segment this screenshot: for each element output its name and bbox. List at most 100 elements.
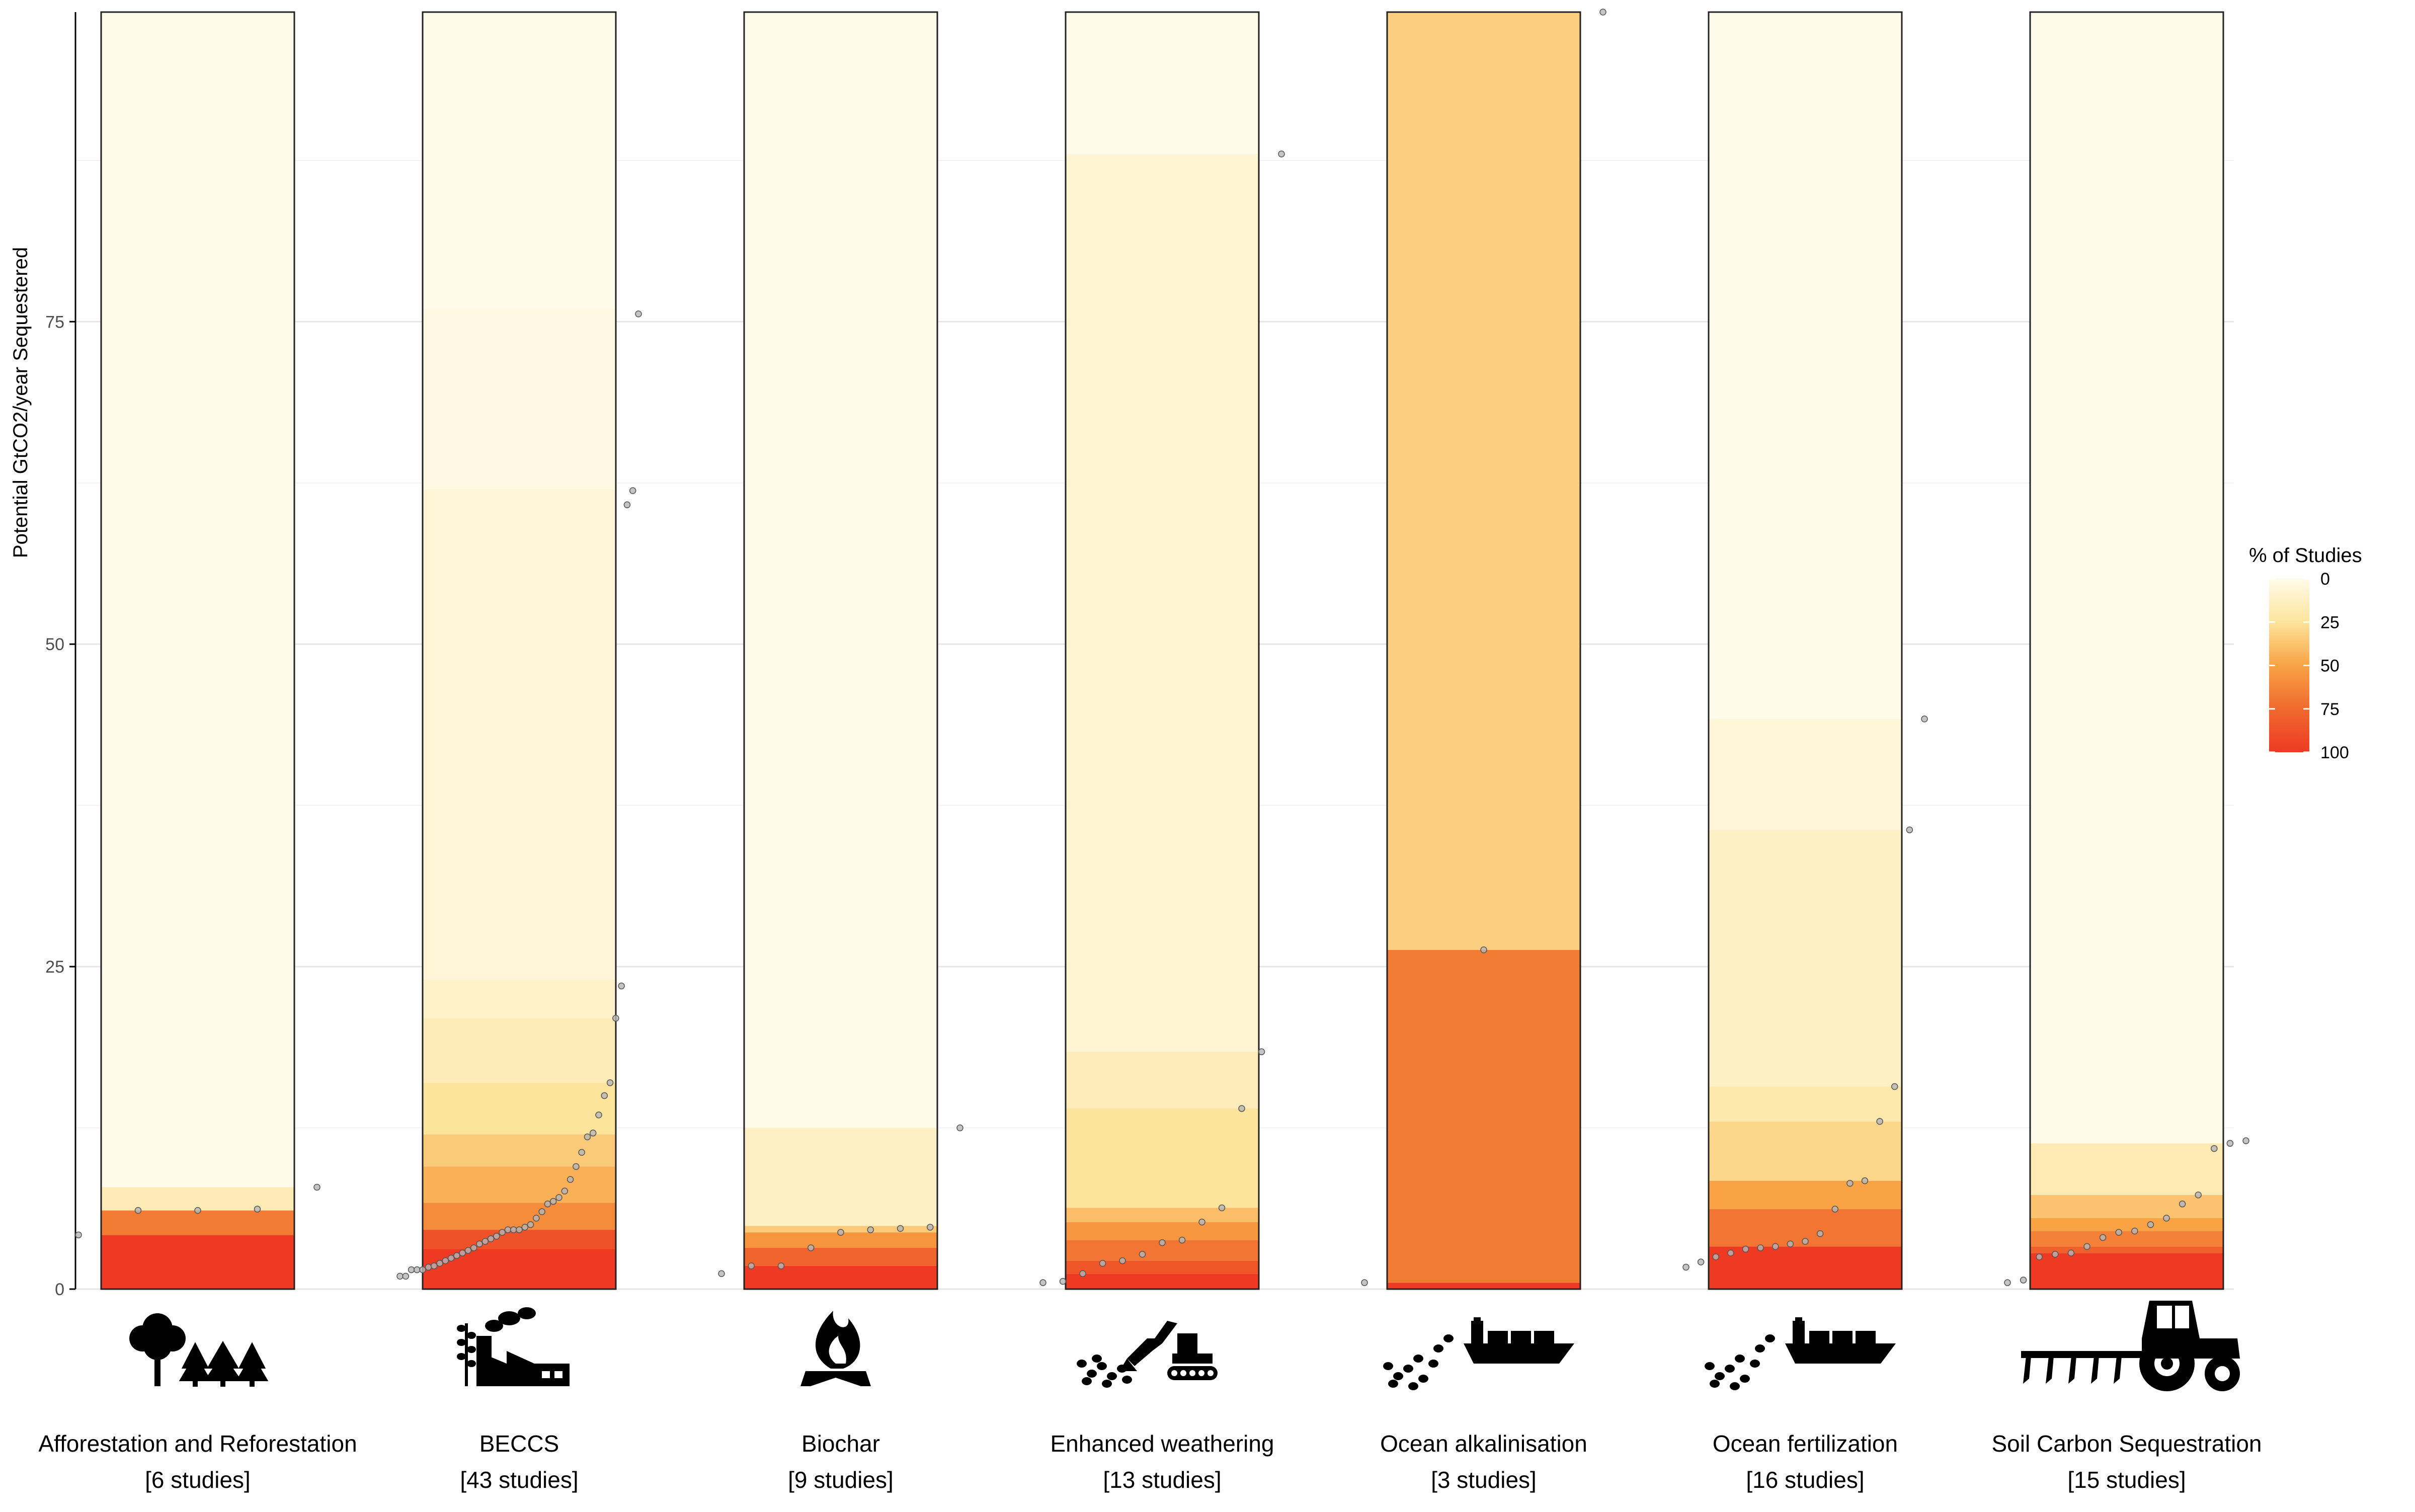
data-point	[1757, 1244, 1764, 1251]
data-point	[2211, 1145, 2218, 1152]
data-point	[425, 1263, 432, 1271]
bar-4	[1065, 11, 1260, 1290]
category-label: Afforestation and Reforestation	[38, 1430, 357, 1457]
legend: % of Studies 0 25 50 75 100	[2249, 544, 2362, 762]
bar-band	[1066, 1260, 1259, 1274]
data-point	[1198, 1218, 1205, 1226]
bar-band	[744, 12, 937, 1128]
data-point	[601, 1092, 608, 1099]
bar-band	[423, 12, 616, 309]
bar-outline	[743, 11, 938, 1290]
data-point	[927, 1224, 934, 1231]
data-point	[414, 1266, 421, 1274]
data-point	[1906, 826, 1913, 834]
bar-band	[1387, 12, 1580, 950]
category-study-count: [9 studies]	[788, 1467, 894, 1493]
data-point	[1682, 1263, 1689, 1271]
bar-band	[423, 1203, 616, 1230]
data-point	[1787, 1240, 1794, 1248]
data-point	[2131, 1227, 2138, 1235]
bars	[100, 11, 2224, 1290]
bar-band	[2030, 1231, 2223, 1247]
bar-2	[422, 11, 617, 1290]
bar-outline	[2029, 11, 2224, 1290]
bar-band	[2030, 1143, 2223, 1195]
data-point	[2242, 1137, 2249, 1144]
data-point	[606, 1079, 614, 1086]
data-point	[504, 1226, 512, 1233]
y-axis: Potential GtCO2/year Sequestered 0 25 50 75	[10, 12, 76, 1299]
y-axis-label: Potential GtCO2/year Sequestered	[10, 247, 32, 558]
data-point	[2226, 1140, 2234, 1147]
data-point	[527, 1221, 534, 1228]
data-point	[1480, 946, 1487, 953]
bar-band	[744, 1265, 937, 1289]
data-point	[1218, 1204, 1226, 1212]
data-point	[510, 1226, 517, 1233]
data-point	[2036, 1253, 2043, 1260]
data-point	[1139, 1251, 1146, 1258]
bar-band	[1709, 719, 1902, 830]
data-point	[808, 1244, 815, 1251]
bar-band	[423, 979, 616, 1018]
data-point	[419, 1266, 426, 1274]
data-point	[2020, 1277, 2027, 1284]
data-point	[567, 1176, 574, 1183]
bar-band	[1709, 1180, 1902, 1210]
bar-band	[101, 12, 294, 1187]
bar-band	[1066, 1108, 1259, 1208]
bar-band	[423, 1018, 616, 1083]
category-label: Soil Carbon Sequestration	[1992, 1430, 2262, 1457]
data-point	[573, 1163, 580, 1170]
data-point	[396, 1272, 404, 1280]
bar-band	[2030, 1195, 2223, 1218]
data-point	[2004, 1279, 2011, 1286]
bar-band	[1387, 949, 1580, 1283]
data-point	[1831, 1206, 1838, 1213]
data-point	[1159, 1239, 1166, 1246]
data-point	[1361, 1279, 1368, 1286]
y-tick-label: 0	[55, 1280, 64, 1299]
bar-5	[1386, 11, 1581, 1290]
data-point	[544, 1201, 551, 1208]
data-point	[75, 1231, 82, 1239]
data-point	[481, 1238, 489, 1245]
data-point	[1712, 1253, 1719, 1260]
data-point	[459, 1249, 466, 1256]
bar-band	[2030, 1218, 2223, 1231]
data-point	[1099, 1259, 1106, 1267]
data-point	[1697, 1258, 1705, 1265]
data-point	[464, 1247, 472, 1254]
legend-tick-label: 25	[2320, 613, 2340, 632]
category-label: Biochar	[801, 1430, 880, 1457]
data-point	[521, 1224, 529, 1231]
ship-icon	[1705, 1317, 1896, 1390]
data-point	[408, 1266, 415, 1274]
data-points	[75, 9, 2249, 1286]
legend-tick-label: 75	[2320, 700, 2340, 719]
bar-band	[1709, 830, 1902, 1087]
ship-icon	[1383, 1317, 1574, 1390]
data-point	[1861, 1177, 1869, 1184]
bar-band	[423, 1166, 616, 1203]
data-point	[2083, 1243, 2090, 1250]
bar-band	[1709, 1086, 1902, 1122]
data-point	[1079, 1270, 1086, 1277]
bar-outline	[422, 11, 617, 1290]
data-point	[442, 1257, 449, 1264]
bar-band	[1709, 1246, 1902, 1289]
legend-tick-label: 0	[2320, 570, 2330, 589]
category-study-count: [6 studies]	[145, 1467, 251, 1493]
data-point	[134, 1207, 142, 1214]
data-point	[533, 1215, 540, 1222]
legend-title: % of Studies	[2249, 544, 2362, 567]
legend-tick-label: 100	[2320, 743, 2349, 762]
y-tick-label: 50	[45, 635, 64, 654]
data-point	[1278, 150, 1285, 157]
bar-7	[2029, 11, 2224, 1290]
data-point	[595, 1111, 602, 1119]
data-point	[493, 1233, 500, 1240]
bar-band	[1066, 1052, 1259, 1109]
data-point	[555, 1194, 562, 1201]
